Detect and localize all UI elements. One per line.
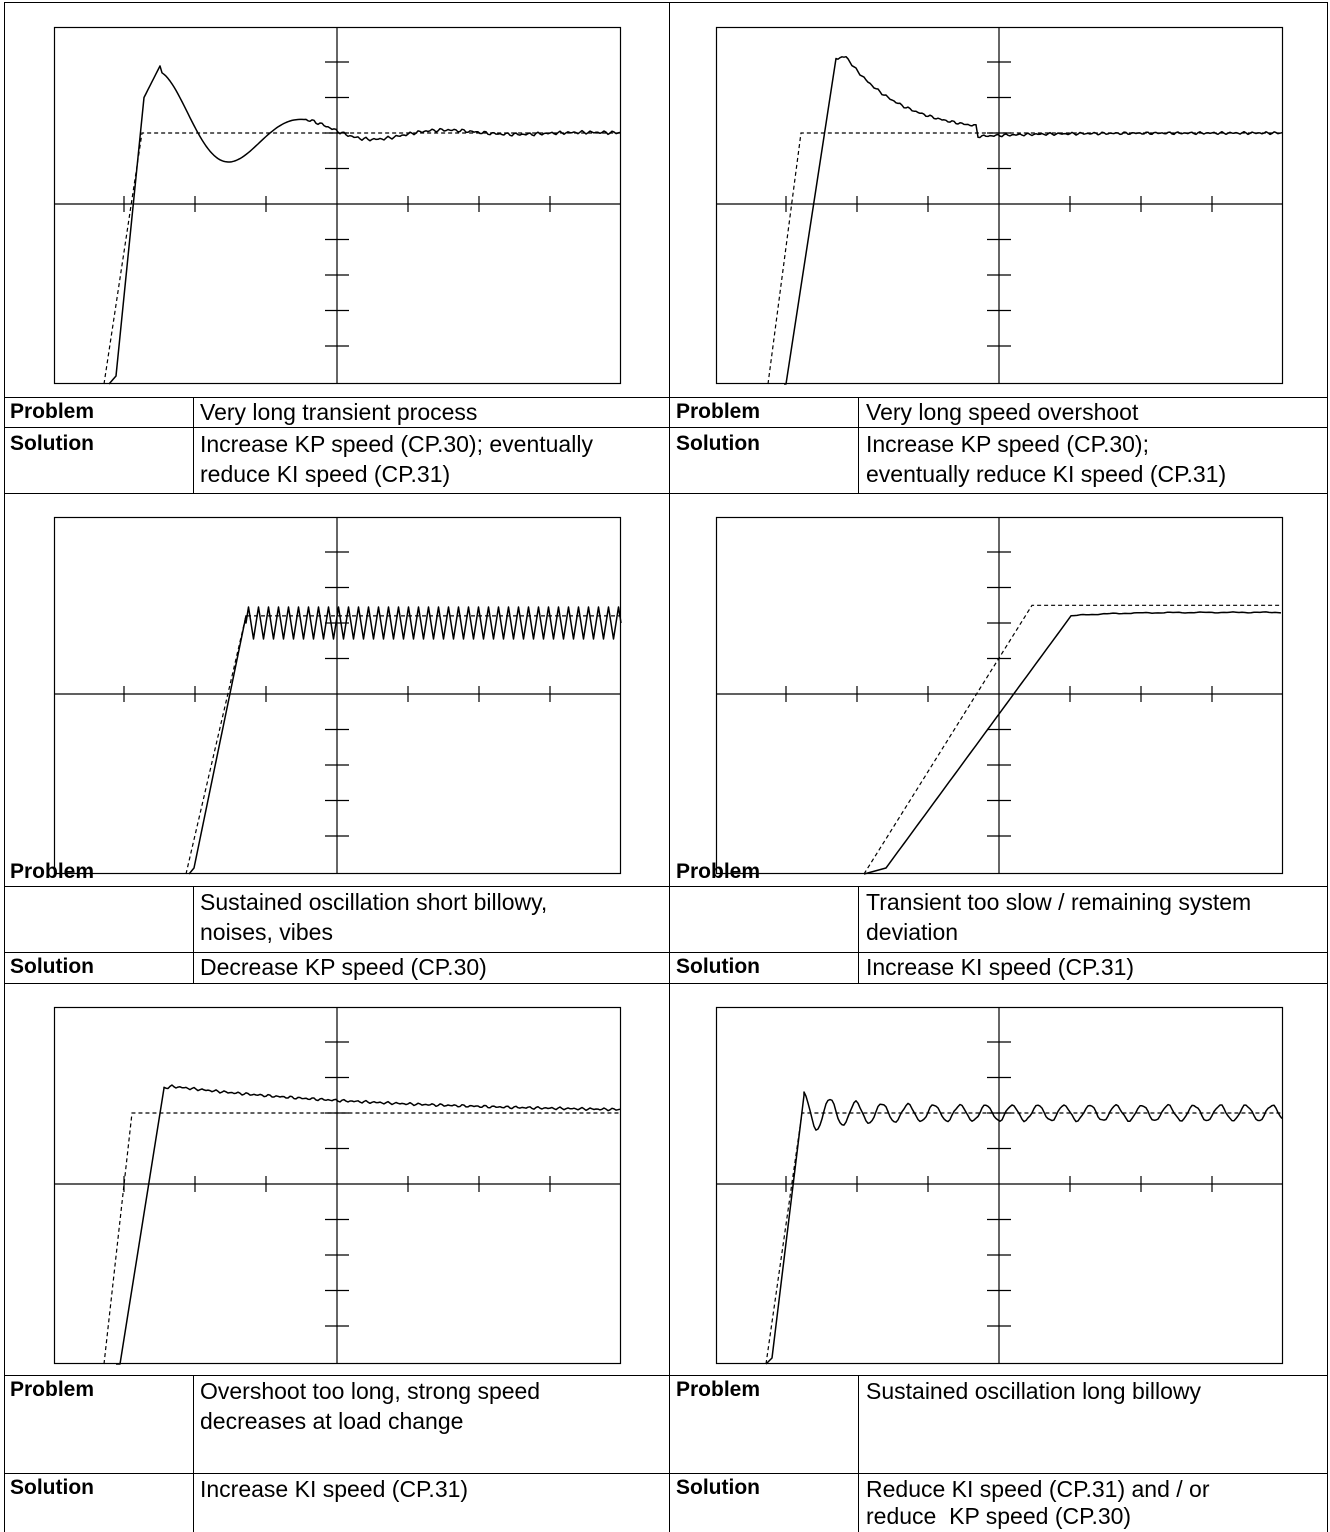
step-response-plot: [53, 1006, 622, 1365]
row-divider: [4, 1375, 1327, 1376]
row-divider: [4, 427, 1327, 428]
table-border-left: [4, 2, 5, 1532]
solution-text: Decrease KP speed (CP.30): [200, 954, 487, 980]
step-response-plot: [715, 1006, 1284, 1365]
problem-text: Very long transient process: [200, 399, 478, 425]
step-response-plot: [715, 516, 1284, 875]
problem-label: Problem: [10, 1378, 95, 1401]
actual-speed-line: [863, 611, 1282, 875]
problem-text: noises, vibes: [200, 919, 333, 945]
row-divider: [4, 1473, 1327, 1474]
label-column-divider: [858, 886, 859, 983]
solution-text: eventually reduce KI speed (CP.31): [866, 461, 1227, 487]
actual-speed-line: [116, 1084, 621, 1365]
problem-label: Problem: [676, 1378, 761, 1401]
step-response-plot: [715, 26, 1284, 385]
row-divider: [4, 886, 1327, 887]
problem-text: decreases at load change: [200, 1408, 464, 1434]
setpoint-line: [765, 1112, 1283, 1365]
solution-label: Solution: [10, 1476, 94, 1499]
step-response-plot: [53, 516, 622, 875]
label-column-divider: [858, 397, 859, 493]
problem-text: Transient too slow / remaining system: [866, 889, 1252, 915]
solution-text: Increase KP speed (CP.30); eventually: [200, 431, 593, 457]
solution-label: Solution: [676, 432, 760, 455]
problem-text: deviation: [866, 919, 959, 945]
setpoint-line: [103, 132, 621, 385]
solution-label: Solution: [10, 955, 94, 978]
row-divider: [4, 952, 1327, 953]
row-divider: [4, 493, 1327, 494]
problem-text: Very long speed overshoot: [866, 399, 1139, 425]
solution-text: Reduce KI speed (CP.31) and / or: [866, 1476, 1210, 1502]
row-divider: [4, 397, 1327, 398]
problem-label: Problem: [10, 400, 95, 423]
problem-label: Problem: [676, 400, 761, 423]
label-column-divider: [193, 397, 194, 493]
problem-label: Problem: [10, 860, 95, 883]
solution-label: Solution: [676, 1476, 760, 1499]
solution-text: Increase KP speed (CP.30);: [866, 431, 1149, 457]
row-divider: [4, 983, 1327, 984]
solution-text: reduce KP speed (CP.30): [866, 1503, 1132, 1529]
problem-text: Overshoot too long, strong speed: [200, 1378, 541, 1404]
table-border-right: [1327, 2, 1328, 1532]
solution-text: Increase KI speed (CP.31): [200, 1476, 469, 1502]
setpoint-line: [863, 604, 1283, 875]
table-column-divider: [669, 2, 670, 1532]
actual-speed-line: [108, 65, 621, 385]
actual-speed-line: [188, 606, 622, 875]
solution-label: Solution: [676, 955, 760, 978]
problem-label: Problem: [676, 860, 761, 883]
solution-label: Solution: [10, 432, 94, 455]
actual-speed-line: [784, 55, 1283, 385]
setpoint-line: [185, 615, 621, 875]
problem-text: Sustained oscillation short billowy,: [200, 889, 548, 915]
step-response-plot: [53, 26, 622, 385]
label-column-divider: [193, 886, 194, 983]
setpoint-line: [767, 132, 1283, 385]
solution-text: Increase KI speed (CP.31): [866, 954, 1135, 980]
actual-speed-line: [765, 1091, 1283, 1365]
solution-text: reduce KI speed (CP.31): [200, 461, 451, 487]
label-column-divider: [858, 1375, 859, 1532]
table-border-top: [4, 2, 1327, 3]
setpoint-line: [103, 1112, 621, 1365]
problem-text: Sustained oscillation long billowy: [866, 1378, 1201, 1404]
label-column-divider: [193, 1375, 194, 1532]
